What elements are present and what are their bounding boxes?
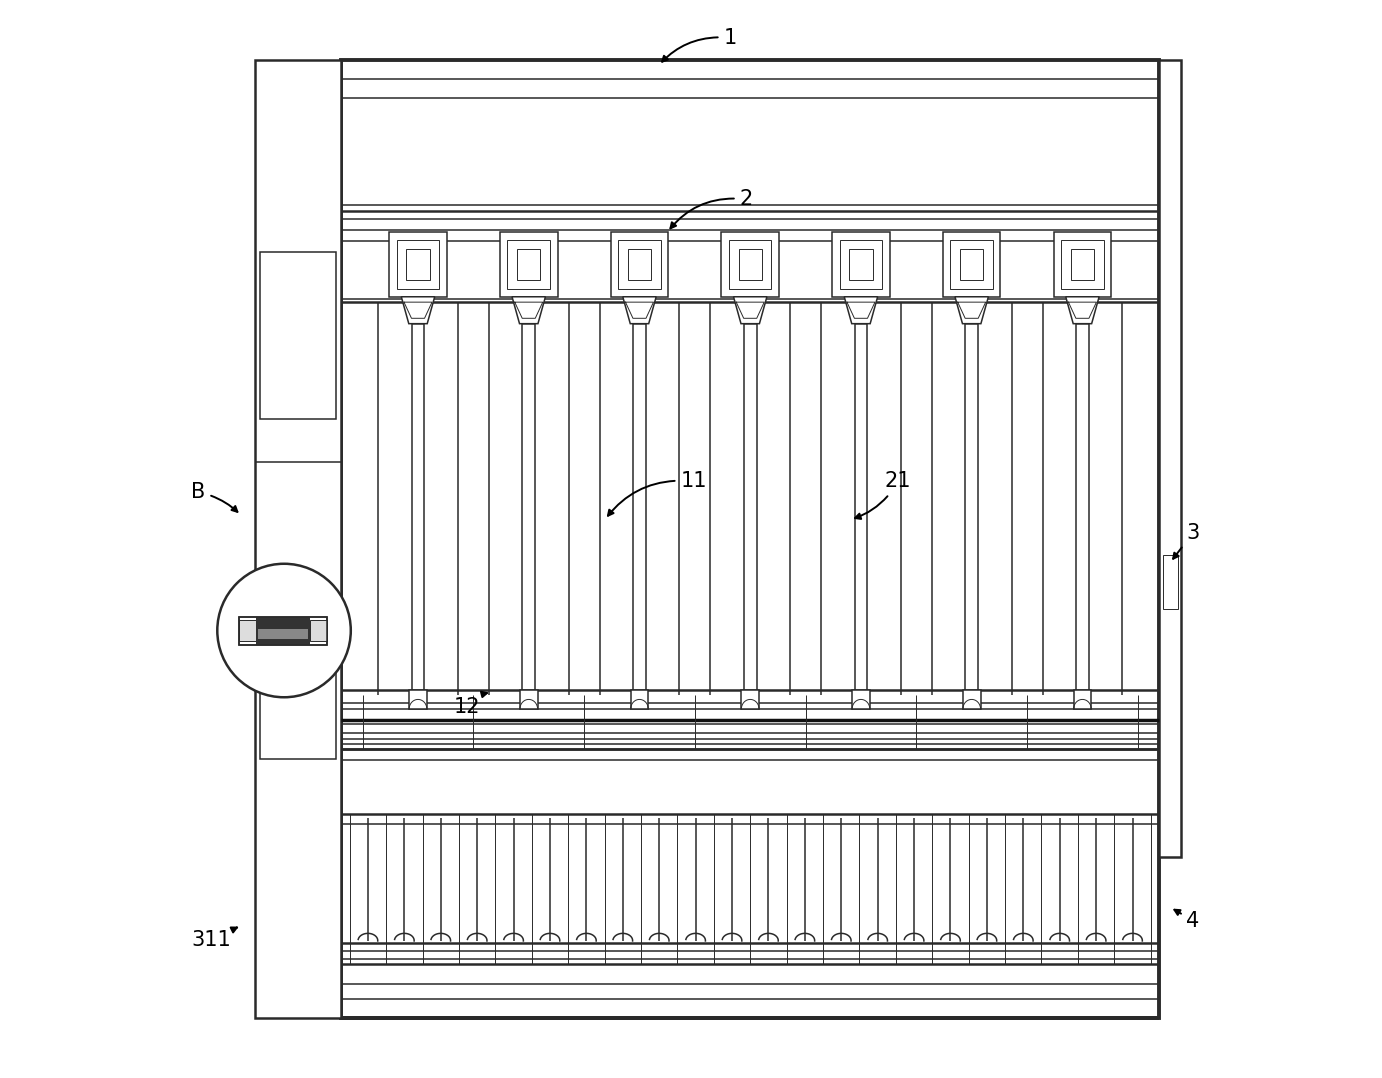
- Text: 12: 12: [455, 692, 486, 718]
- Bar: [1162, 555, 1177, 609]
- Bar: [741, 690, 759, 709]
- Bar: [260, 251, 336, 419]
- Bar: [1061, 239, 1104, 289]
- Text: 2: 2: [670, 190, 753, 229]
- Bar: [412, 323, 424, 690]
- Bar: [1077, 323, 1089, 690]
- Bar: [943, 232, 1001, 296]
- Bar: [633, 323, 645, 690]
- Text: 21: 21: [855, 471, 911, 519]
- Bar: [500, 232, 557, 296]
- Bar: [397, 239, 439, 289]
- Bar: [744, 323, 756, 690]
- Bar: [728, 239, 771, 289]
- Bar: [409, 690, 427, 709]
- Bar: [520, 690, 538, 709]
- Bar: [341, 60, 1159, 1018]
- Bar: [840, 239, 882, 289]
- Text: 311: 311: [192, 927, 238, 950]
- Bar: [854, 323, 868, 690]
- Bar: [1159, 60, 1180, 857]
- Bar: [963, 690, 981, 709]
- Bar: [630, 690, 648, 709]
- Bar: [507, 239, 550, 289]
- Bar: [951, 239, 992, 289]
- Bar: [260, 621, 336, 759]
- Bar: [960, 249, 983, 279]
- Text: 11: 11: [608, 471, 706, 515]
- Bar: [239, 620, 256, 641]
- Text: 1: 1: [662, 28, 737, 61]
- Bar: [853, 690, 869, 709]
- Polygon shape: [401, 296, 435, 323]
- Polygon shape: [844, 296, 878, 323]
- Bar: [258, 630, 308, 639]
- Bar: [850, 249, 872, 279]
- Bar: [239, 617, 328, 645]
- Bar: [721, 232, 779, 296]
- Text: B: B: [192, 482, 238, 512]
- Bar: [517, 249, 540, 279]
- Bar: [406, 249, 430, 279]
- Bar: [254, 60, 341, 1018]
- Polygon shape: [1066, 296, 1099, 323]
- Bar: [310, 620, 328, 641]
- Bar: [618, 239, 661, 289]
- Bar: [1071, 249, 1095, 279]
- Bar: [1053, 232, 1111, 296]
- Bar: [832, 232, 890, 296]
- Polygon shape: [513, 296, 546, 323]
- Polygon shape: [623, 296, 656, 323]
- Polygon shape: [955, 296, 988, 323]
- Text: 4: 4: [1175, 910, 1200, 930]
- Bar: [256, 617, 310, 645]
- Polygon shape: [734, 296, 767, 323]
- Bar: [966, 323, 978, 690]
- Text: 3: 3: [1173, 523, 1200, 558]
- Bar: [522, 323, 535, 690]
- Bar: [627, 249, 651, 279]
- Circle shape: [217, 564, 351, 697]
- Bar: [239, 617, 328, 645]
- Bar: [1074, 690, 1092, 709]
- Bar: [738, 249, 761, 279]
- Bar: [390, 232, 446, 296]
- Bar: [611, 232, 669, 296]
